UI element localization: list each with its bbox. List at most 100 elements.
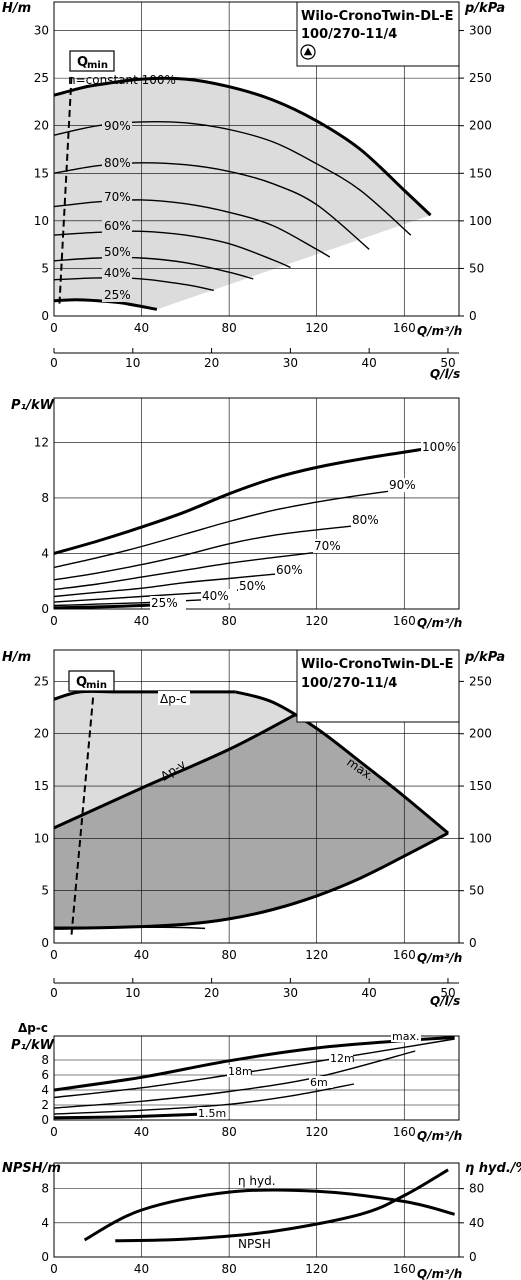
- plot-frame: [53, 397, 460, 610]
- speed-label-70: 70%: [104, 190, 131, 204]
- control-mode-y-ticks: 0 5 10 15 20 25: [34, 674, 49, 950]
- y-tick-label: 0: [41, 309, 49, 323]
- head-chart-x-label: Q/m³/h: [417, 324, 462, 338]
- y-tick-label: 12: [34, 435, 49, 449]
- speed-curve-70: [53, 199, 331, 258]
- npsh-x-ticks: 0 40 80 120 160: [50, 1262, 416, 1276]
- pump-type-model: 100/270-11/4: [301, 27, 397, 42]
- y-tick-label: 5: [41, 884, 49, 898]
- dpc-label-18m: 18m: [228, 1065, 253, 1078]
- plot-frame: [53, 1, 460, 317]
- dpc-power-x-ticks: 0 40 80 120 160: [50, 1125, 416, 1139]
- power-chart-y-ticks: 0 4 8 12: [34, 435, 49, 616]
- x-tick-label: 80: [221, 948, 236, 962]
- curve-label-bg: [102, 156, 132, 170]
- axis-tick-label: 40: [362, 356, 377, 370]
- right-tick-label: 50: [469, 261, 484, 275]
- power-label-bg: [313, 539, 349, 553]
- plot-frame: [53, 1162, 460, 1258]
- x-tick-label: 40: [134, 1125, 149, 1139]
- power-label-40: 40%: [202, 589, 229, 603]
- x-tick-label: 0: [50, 1125, 58, 1139]
- control-mode-chart: 0 5 10 15 20 25 0 50 100 150 200 250 0 40 80 120 160 W…: [2, 649, 505, 965]
- axis-tick-label: 20: [204, 986, 219, 1000]
- curve-hyd: [83, 1188, 455, 1242]
- flow-ls-axis-1: 0 10 20 30 40 50 Q/l/s: [50, 348, 460, 381]
- axis-tick-label: 10: [125, 986, 140, 1000]
- y-tick-label: 6: [41, 1068, 49, 1082]
- control-mode-curves: [53, 689, 450, 935]
- dp-c-curve: [53, 689, 236, 701]
- right-tick-label: 50: [469, 884, 484, 898]
- curve-label-bg: [102, 288, 132, 302]
- qmin-subscript-2: min: [86, 680, 107, 691]
- x-tick-label: 40: [134, 321, 149, 335]
- x-tick-label: 160: [393, 321, 416, 335]
- npsh-label-bg: [237, 1174, 277, 1188]
- y-tick-label: 5: [41, 261, 49, 275]
- y-tick-label: 15: [34, 166, 49, 180]
- qmin-label-box-2: Q min: [68, 670, 115, 692]
- speed-label-25: 25%: [104, 288, 131, 302]
- head-chart-y-ticks: 0 5 10 15 20 25 30: [34, 24, 49, 323]
- axis-tick-label: 10: [125, 356, 140, 370]
- head-chart-x-ticks: 0 40 80 120 160: [50, 321, 416, 335]
- y-tick-label: 0: [41, 1250, 49, 1264]
- x-tick-label: 160: [393, 614, 416, 628]
- qmin-label-box: Q min: [69, 50, 115, 72]
- right-tick-label: 100: [469, 831, 492, 845]
- dpc-label-bg: [197, 1107, 221, 1119]
- dp-v-range-area: [54, 714, 449, 929]
- right-tick-label: 80: [469, 1182, 484, 1196]
- x-tick-label: 40: [134, 1262, 149, 1276]
- x-tick-label: 40: [134, 948, 149, 962]
- power-curve-70: [53, 550, 330, 591]
- right-tick-label: 0: [469, 1250, 477, 1264]
- axis-tick-label: 0: [50, 356, 58, 370]
- right-tick-label: 200: [469, 119, 492, 133]
- dpc-label-1-5m: 1.5m: [198, 1107, 226, 1120]
- axis-tick-label: 40: [362, 986, 377, 1000]
- dpc-power-mode-label: Δp-c: [18, 1021, 48, 1035]
- qmin-subscript: min: [87, 60, 108, 71]
- curve-label-bg: [102, 245, 132, 259]
- power-label-bg: [238, 579, 274, 593]
- right-tick-label: 0: [469, 309, 477, 323]
- npsh-x-label: Q/m³/h: [417, 1267, 462, 1280]
- flow-ls-axis-2: 0 10 20 30 40 50 Q/l/s: [50, 978, 460, 1008]
- dpc-curve-6m: [53, 1083, 355, 1115]
- flow-ls-axis-2-ticks: 0 10 20 30 40 50: [50, 978, 459, 1000]
- dpc-power-x-label: Q/m³/h: [417, 1129, 462, 1143]
- min-return-curve: [53, 926, 206, 930]
- dpc-curve-12m: [53, 1050, 416, 1109]
- y-tick-label: 0: [41, 602, 49, 616]
- power-curve-80: [53, 523, 370, 581]
- x-tick-label: 0: [50, 1262, 58, 1276]
- warning-triangle-icon: [300, 44, 316, 60]
- x-tick-label: 40: [134, 614, 149, 628]
- power-label-100: 100%: [422, 440, 456, 454]
- dp-c-label-bg: [158, 691, 190, 705]
- y-tick-label: 8: [41, 1182, 49, 1196]
- power-curve-60: [53, 572, 291, 598]
- dpc-label-max: max.: [392, 1030, 419, 1043]
- head-chart-y-label: H/m: [2, 1, 31, 16]
- pump-type-name-2: Wilo-CronoTwin-DL-E: [301, 657, 454, 672]
- curve-npsh: [115, 1168, 449, 1243]
- dpc-curve-max: [53, 1036, 455, 1092]
- axis-tick-label: 30: [283, 986, 298, 1000]
- power-chart: 100% 90% 80% 70% 60% 50% 40% 25% 0 4 8 12 0 40 80 120…: [11, 397, 462, 630]
- dpc-label-6m: 6m: [310, 1076, 328, 1089]
- axis-tick-label: 20: [204, 356, 219, 370]
- power-label-25: 25%: [151, 596, 178, 610]
- operating-range-area: [54, 78, 431, 310]
- control-mode-right-label: p/kPa: [464, 650, 505, 665]
- dpc-label-bg: [391, 1030, 421, 1042]
- dpc-label-bg: [227, 1065, 251, 1077]
- x-tick-label: 80: [221, 614, 236, 628]
- plot-frame: [53, 1035, 460, 1121]
